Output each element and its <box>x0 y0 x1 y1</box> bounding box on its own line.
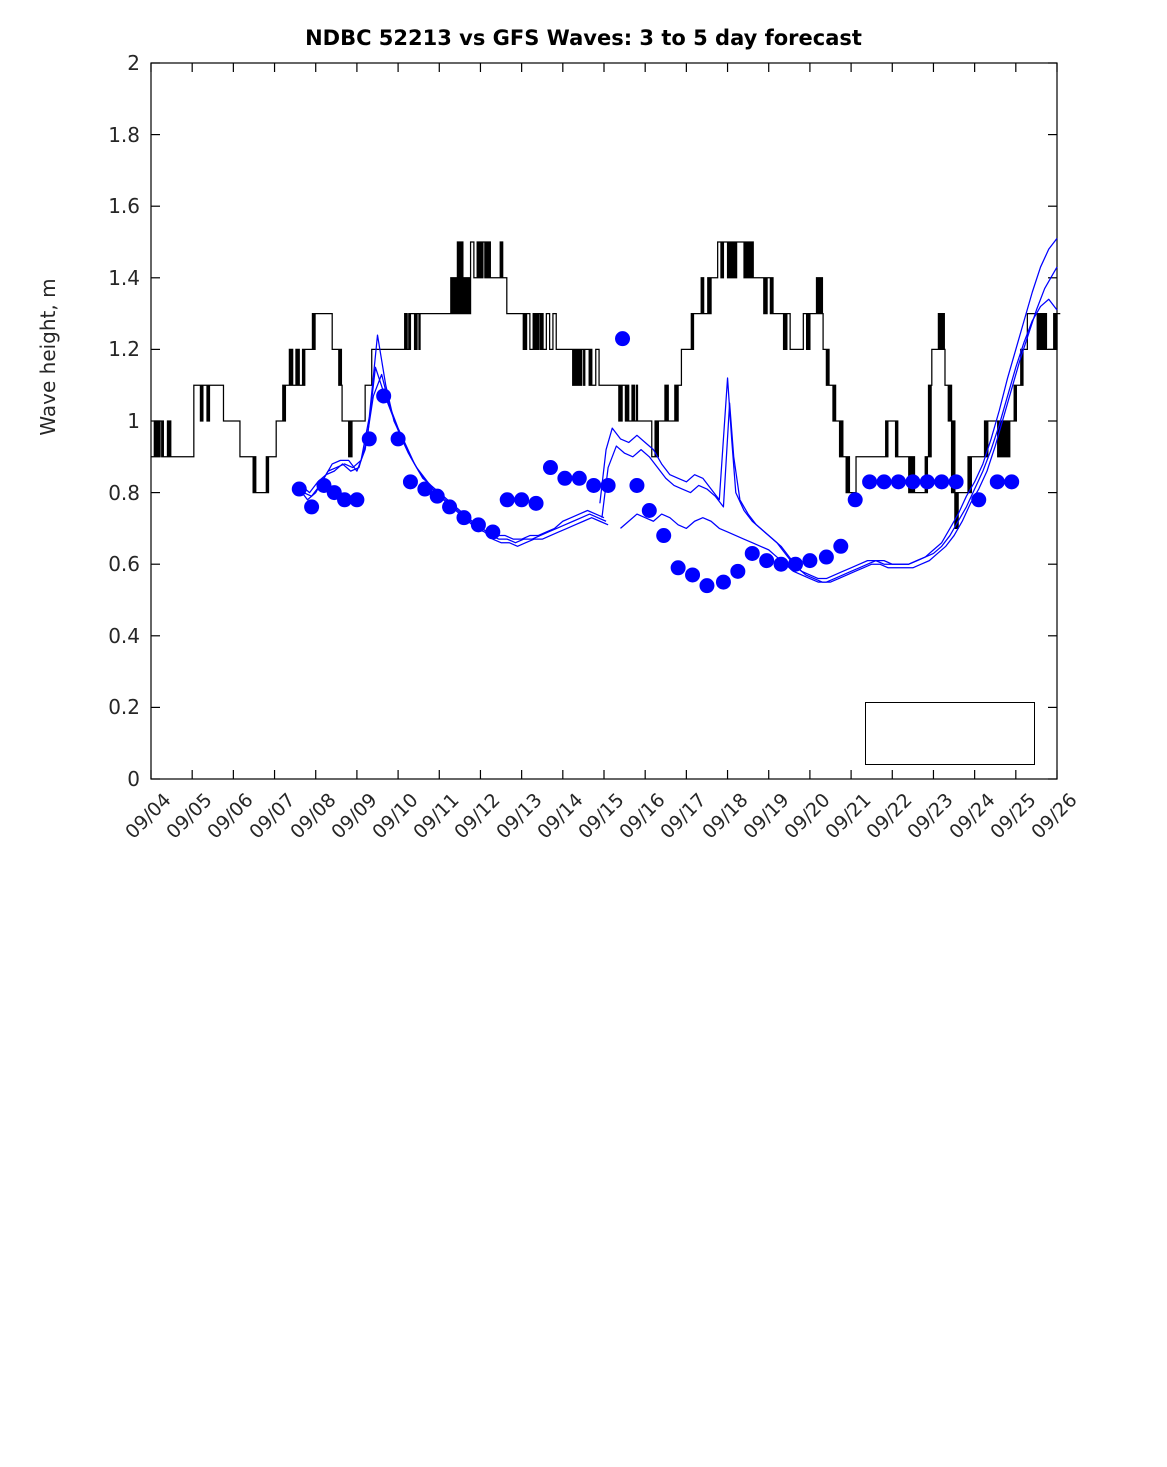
forecast-marker <box>304 499 320 515</box>
forecast-marker <box>715 574 731 590</box>
forecast-marker <box>641 503 657 518</box>
forecast-marker <box>833 538 849 554</box>
y-tick-label: 0.2 <box>108 695 140 720</box>
forecast-marker <box>919 474 935 490</box>
forecast-marker <box>390 431 406 447</box>
plot-canvas <box>150 62 1061 780</box>
y-tick-label: 0 <box>127 767 140 791</box>
y-tick-label: 1.8 <box>108 122 140 147</box>
forecast-marker <box>600 477 616 493</box>
chart-legend: Buoy Forecast <box>865 702 1035 765</box>
forecast-marker <box>557 470 573 486</box>
forecast-marker <box>417 481 433 497</box>
forecast-marker <box>615 331 631 347</box>
forecast-marker <box>291 481 307 497</box>
y-tick-label: 1 <box>127 409 140 433</box>
forecast-marker <box>876 474 892 490</box>
forecast-marker <box>818 549 834 565</box>
forecast-marker <box>656 528 672 544</box>
chart-figure: NDBC 52213 vs GFS Waves: 3 to 5 day fore… <box>36 26 1082 844</box>
y-tick-label: 1.6 <box>108 194 140 219</box>
forecast-marker <box>989 474 1005 490</box>
forecast-marker <box>934 474 950 490</box>
forecast-marker <box>571 470 587 486</box>
forecast-marker <box>1004 474 1020 490</box>
y-tick-label: 0.6 <box>108 552 140 577</box>
forecast-marker <box>670 560 686 576</box>
forecast-marker <box>847 492 863 508</box>
forecast-marker <box>948 474 964 490</box>
forecast-marker <box>499 492 515 508</box>
forecast-marker <box>759 553 775 569</box>
forecast-marker <box>971 492 987 508</box>
chart-title: NDBC 52213 vs GFS Waves: 3 to 5 day fore… <box>305 26 862 50</box>
forecast-marker <box>685 567 701 583</box>
forecast-marker <box>629 477 645 493</box>
forecast-marker <box>361 431 377 447</box>
y-tick-label: 0.4 <box>108 623 140 648</box>
forecast-marker <box>442 499 458 515</box>
y-tick-label: 0.8 <box>108 480 140 505</box>
forecast-marker <box>586 477 602 493</box>
forecast-marker <box>376 388 392 404</box>
forecast-marker <box>744 545 760 561</box>
forecast-marker <box>890 474 906 490</box>
forecast-marker <box>456 510 472 526</box>
forecast-line-5 <box>620 298 1058 583</box>
forecast-marker <box>802 553 818 569</box>
forecast-marker <box>773 556 789 572</box>
forecast-marker <box>905 474 921 490</box>
forecast-line-0 <box>298 373 605 540</box>
forecast-marker <box>862 474 878 490</box>
forecast-line-3 <box>599 238 1058 580</box>
buoy-line <box>151 241 1061 530</box>
y-tick-label: 2 <box>127 51 140 75</box>
y-tick-label: 1.2 <box>108 337 140 362</box>
forecast-marker <box>730 563 746 579</box>
y-tick-label: 1.4 <box>108 265 140 290</box>
forecast-marker <box>514 492 530 508</box>
forecast-marker <box>542 460 558 476</box>
forecast-markers <box>291 331 1020 594</box>
axes-frame <box>150 62 1058 780</box>
forecast-marker <box>485 524 501 540</box>
forecast-marker <box>788 556 803 572</box>
forecast-marker <box>470 517 486 533</box>
forecast-marker <box>349 492 365 508</box>
buoy-series <box>151 241 1061 530</box>
forecast-marker <box>699 578 715 594</box>
forecast-marker <box>402 474 418 490</box>
forecast-marker <box>337 492 353 508</box>
forecast-marker <box>528 495 544 511</box>
forecast-line-2 <box>300 366 607 544</box>
forecast-marker <box>429 488 445 504</box>
